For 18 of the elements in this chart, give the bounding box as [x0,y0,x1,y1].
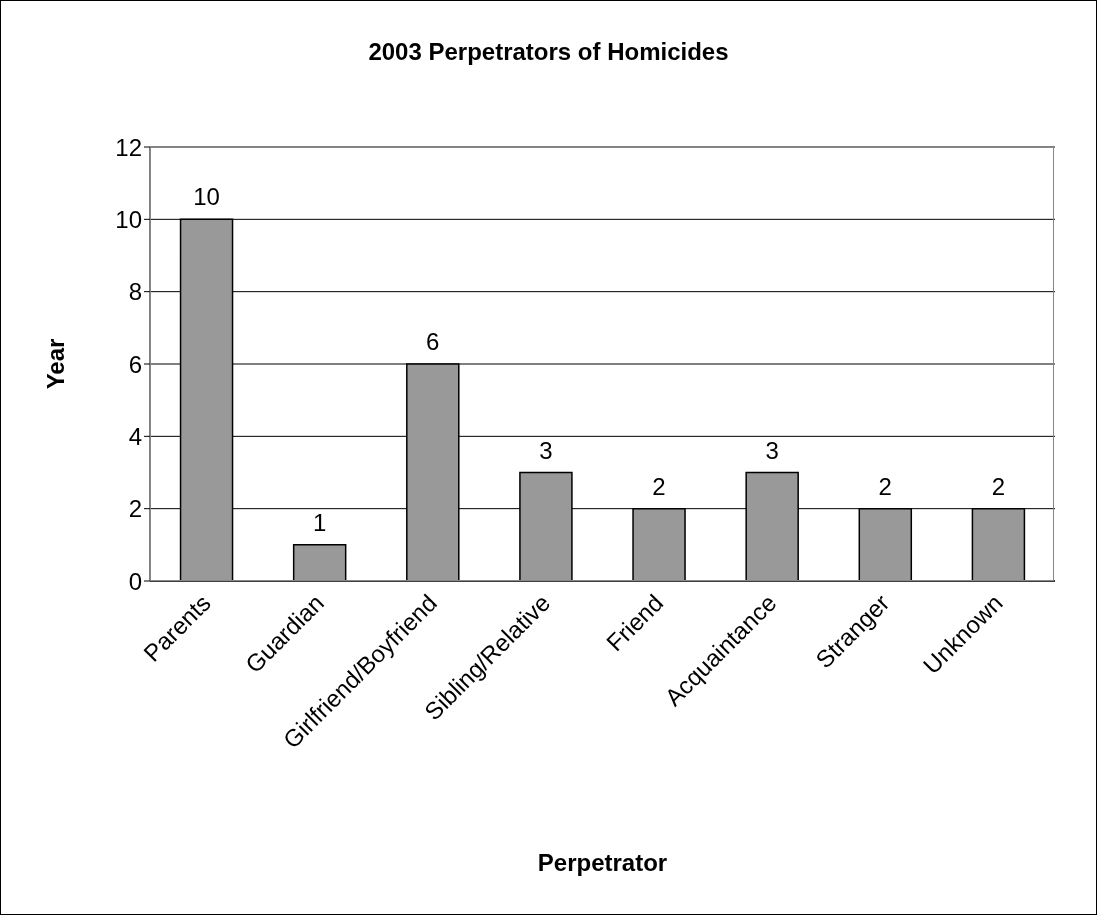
data-label: 10 [193,183,220,211]
y-tick-label: 4 [128,422,142,450]
data-label: 2 [991,472,1006,500]
y-tick-label: 12 [115,133,142,161]
y-tick-label: 10 [115,205,142,233]
x-axis-title: Perpetrator [537,849,668,876]
data-label: 2 [878,472,892,500]
data-label: 3 [539,436,553,464]
data-label: 3 [765,436,779,464]
chart-title: 2003 Perpetrators of Homicides [367,38,730,66]
data-label: 1 [312,508,327,536]
y-tick-label: 0 [128,567,142,595]
data-label: 2 [652,472,666,500]
y-axis-title: Year [42,338,70,390]
y-tick-label: 2 [128,495,142,523]
data-label: 6 [426,328,440,355]
y-tick-label: 6 [128,350,142,378]
y-tick-label: 8 [128,278,142,306]
